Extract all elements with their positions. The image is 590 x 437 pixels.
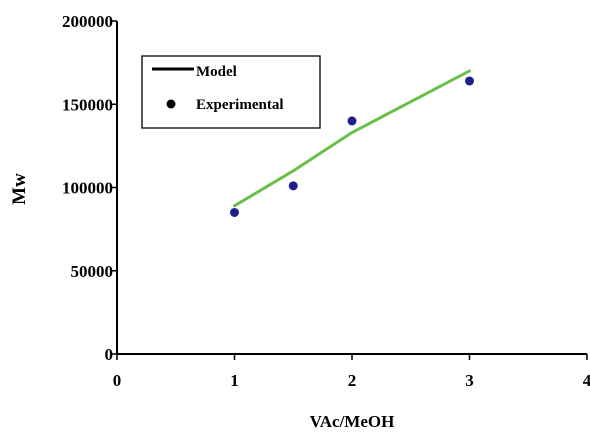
y-axis-label: Mw <box>9 173 30 205</box>
model-line <box>233 69 471 208</box>
experimental-point <box>347 116 357 126</box>
y-tick-label: 100000 <box>62 179 113 198</box>
x-tick-label: 0 <box>113 371 122 390</box>
experimental-point <box>465 76 474 86</box>
x-tick-label: 1 <box>230 371 239 390</box>
y-tick-label: 50000 <box>71 262 114 281</box>
y-tick-label: 200000 <box>62 12 113 31</box>
legend-experimental-swatch <box>166 99 176 109</box>
x-tick-label: 2 <box>348 371 357 390</box>
x-axis-label: VAc/MeOH <box>310 412 395 431</box>
legend-model-label: Model <box>196 64 237 80</box>
plot-area: 0 50000 100000 150000 200000 0 1 2 3 4 <box>62 12 590 390</box>
legend: Model Experimental <box>141 55 321 129</box>
experimental-point <box>288 181 298 191</box>
legend-experimental-label: Experimental <box>196 97 284 113</box>
experimental-point <box>230 207 239 217</box>
y-tick-label: 150000 <box>62 95 113 114</box>
x-tick-label: 3 <box>465 371 474 390</box>
y-tick-label: 0 <box>105 345 114 364</box>
x-tick-label: 4 <box>583 371 590 390</box>
